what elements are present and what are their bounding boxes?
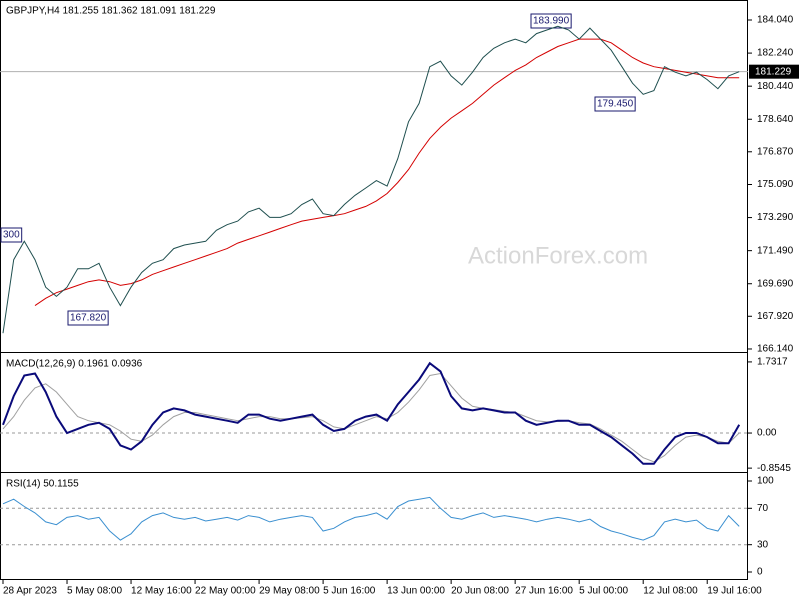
x-tick-label: 12 May 16:00 — [131, 586, 192, 597]
y-tick-label: 175.090 — [757, 179, 794, 190]
y-tick-label: 0.00 — [757, 428, 777, 439]
x-tick-label: 19 Jul 16:00 — [707, 586, 762, 597]
annotation-label: 300 — [3, 230, 20, 241]
y-tick-label: 70 — [757, 503, 769, 514]
x-tick-label: 29 May 08:00 — [259, 586, 320, 597]
x-tick-label: 5 Jul 00:00 — [579, 586, 628, 597]
x-tick-label: 12 Jul 08:00 — [643, 586, 698, 597]
annotation-label: 183.990 — [533, 16, 570, 27]
x-tick-label: 13 Jun 00:00 — [387, 586, 445, 597]
panel-title: RSI(14) 50.1155 — [6, 479, 79, 490]
panel-title: MACD(12,26,9) 0.1961 0.0936 — [6, 359, 143, 370]
x-tick-label: 28 Apr 2023 — [3, 586, 57, 597]
y-tick-label: 184.040 — [757, 15, 794, 26]
y-tick-label: 178.640 — [757, 114, 794, 125]
annotation-box — [67, 310, 109, 326]
y-tick-label: 169.690 — [757, 278, 794, 289]
y-tick-label: 100 — [757, 476, 774, 487]
annotation-label: 167.820 — [70, 313, 107, 324]
y-tick-label: 182.240 — [757, 48, 794, 59]
x-tick-label: 22 May 00:00 — [195, 586, 256, 597]
x-tick-label: 27 Jun 16:00 — [515, 586, 573, 597]
last-price-box — [749, 64, 799, 79]
y-tick-label: 171.490 — [757, 245, 794, 256]
x-tick-label: 5 Jun 16:00 — [323, 586, 376, 597]
y-tick-label: 1.7317 — [757, 357, 788, 368]
y-tick-label: 30 — [757, 539, 769, 550]
annotation-box — [594, 96, 636, 112]
series-line — [2, 372, 740, 463]
panel-title: GBPJPY,H4 181.255 181.362 181.091 181.22… — [6, 6, 216, 17]
x-tick-label: 5 May 08:00 — [67, 586, 122, 597]
series-line — [34, 38, 740, 307]
y-tick-label: 173.290 — [757, 212, 794, 223]
annotation-box — [0, 227, 23, 243]
watermark: ActionForex.com — [468, 242, 648, 269]
annotation-label: 179.450 — [597, 99, 634, 110]
x-tick-label: 20 Jun 08:00 — [451, 586, 509, 597]
plot-frame — [0, 0, 748, 580]
y-tick-label: -0.8545 — [757, 463, 791, 474]
annotation-box — [530, 13, 572, 29]
series-line — [2, 496, 740, 541]
series-line — [2, 361, 741, 465]
series-line — [2, 25, 740, 334]
y-tick-label: 176.870 — [757, 146, 794, 157]
y-tick-label: 0 — [757, 567, 763, 578]
last-price-label: 181.229 — [755, 66, 792, 77]
y-tick-label: 167.920 — [757, 311, 794, 322]
y-tick-label: 180.440 — [757, 81, 794, 92]
y-tick-label: 166.140 — [757, 344, 794, 355]
